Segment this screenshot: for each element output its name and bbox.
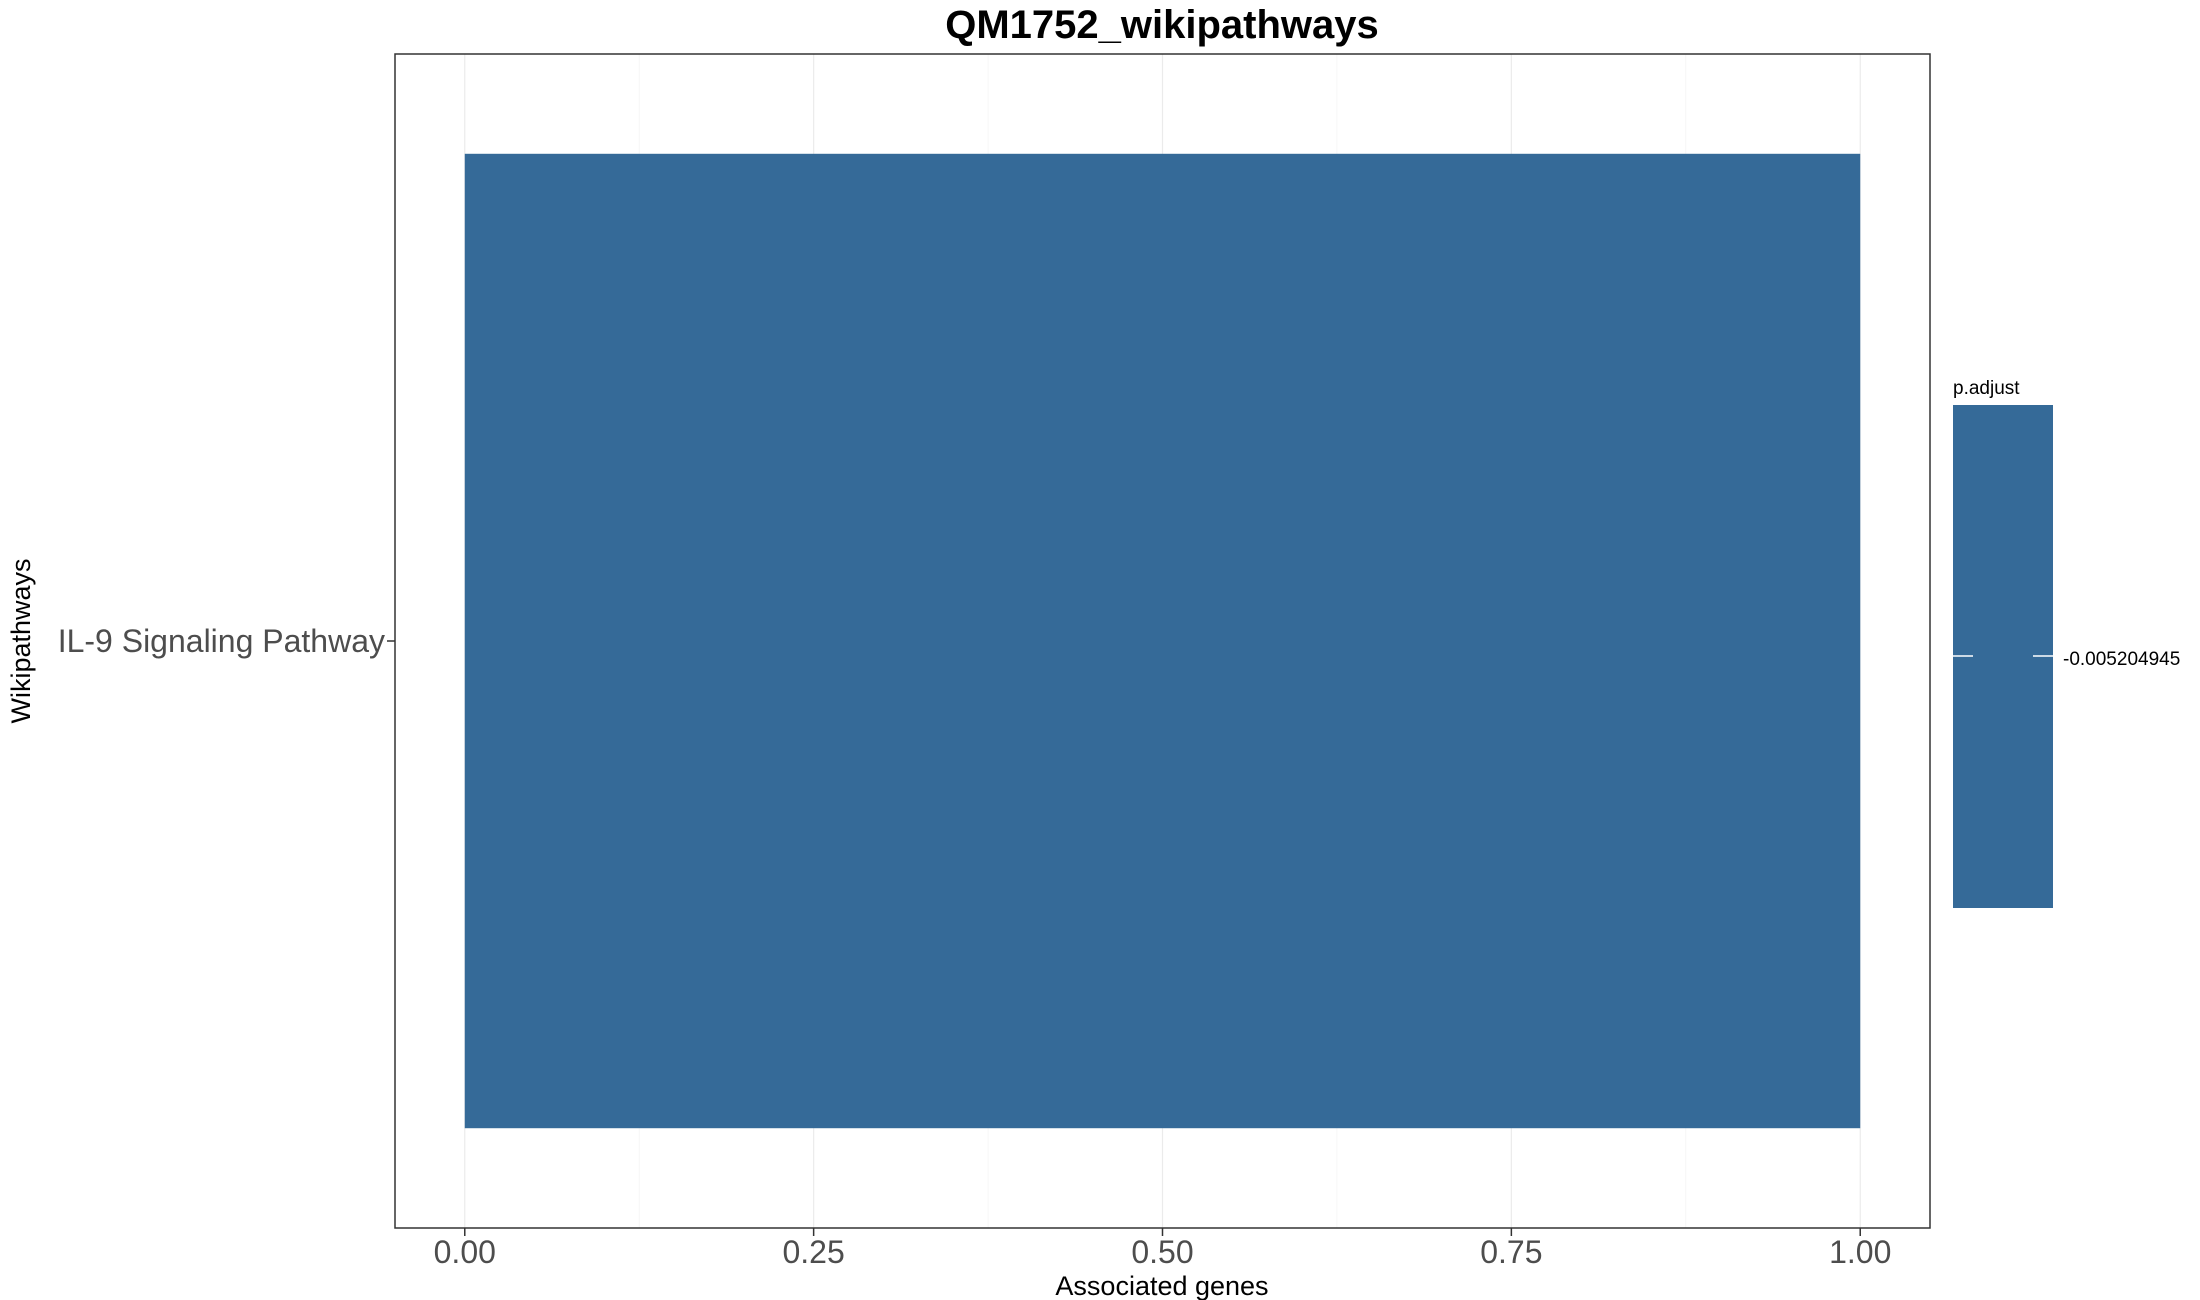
plot-panel: [394, 53, 1931, 1229]
bar: [464, 153, 1861, 1129]
chart-title: QM1752_wikipathways: [945, 3, 1379, 47]
bars: [464, 153, 1861, 1129]
x-axis: 0.00 0.25 0.50 0.75 1.00: [434, 1228, 1891, 1270]
x-tick-label: 0.00: [434, 1234, 496, 1270]
legend-value-label: -0.005204945: [2063, 649, 2180, 670]
x-tick-label: 0.25: [782, 1234, 844, 1270]
y-tick-label: IL-9 Signaling Pathway: [58, 623, 385, 659]
y-axis-title: Wikipathways: [6, 558, 36, 723]
legend-title: p.adjust: [1953, 378, 2020, 399]
y-axis: IL-9 Signaling Pathway: [58, 623, 395, 659]
x-axis-title: Associated genes: [1055, 1271, 1268, 1300]
x-tick-label: 1.00: [1829, 1234, 1891, 1270]
legend: p.adjust -0.005204945: [1953, 378, 2180, 908]
x-tick-label: 0.75: [1480, 1234, 1542, 1270]
x-tick-label: 0.50: [1131, 1234, 1193, 1270]
